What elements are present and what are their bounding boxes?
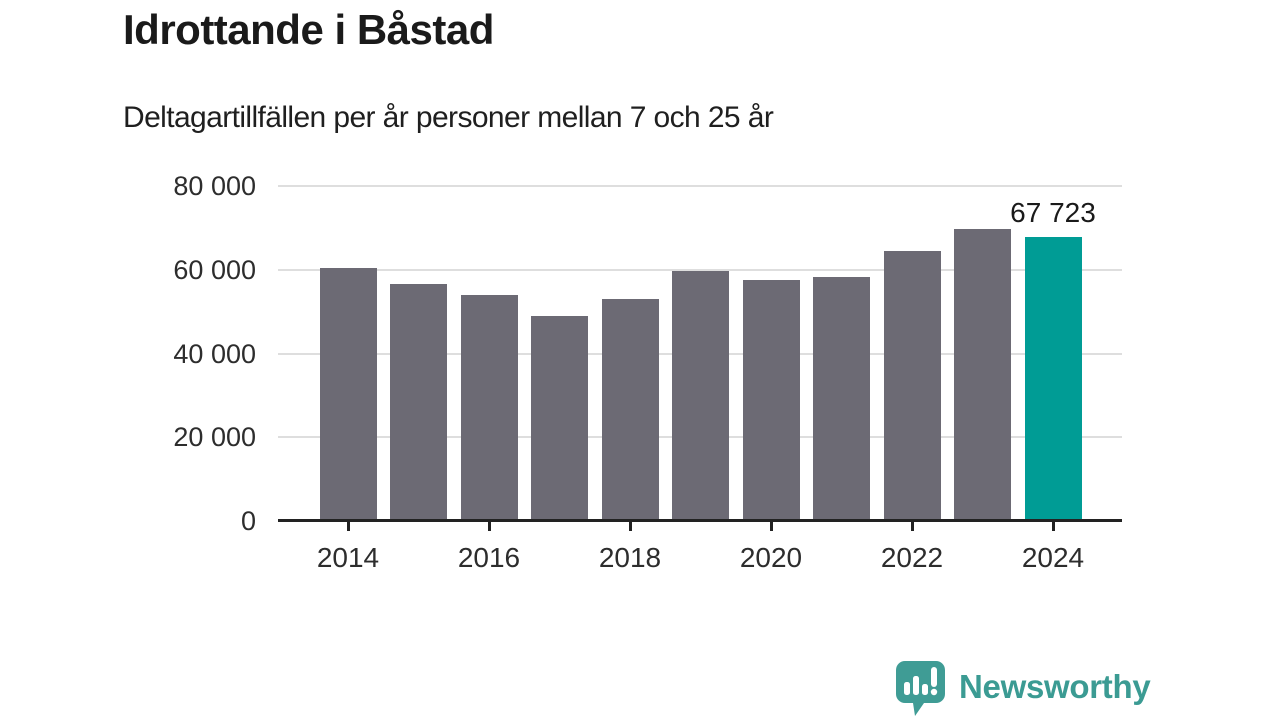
x-axis-tick-label: 2020: [739, 542, 803, 573]
bar: [460, 294, 518, 521]
chart-title: Idrottande i Båstad: [123, 6, 494, 53]
bar: [813, 276, 870, 521]
y-axis-tick-label: 60 000: [173, 254, 256, 285]
y-axis-tick-label: 20 000: [173, 422, 256, 453]
x-axis-tick: [1051, 522, 1055, 531]
newsworthy-brand-name: Newsworthy: [959, 668, 1151, 705]
bar-value-label: 67 723: [1010, 197, 1096, 229]
y-gridline: [278, 268, 1122, 271]
x-axis-tick-label: 2016: [457, 542, 521, 573]
x-axis-tick-label: 2022: [880, 542, 944, 573]
x-axis-tick: [769, 522, 773, 531]
newsworthy-logo: Newsworthy: [895, 660, 1151, 718]
y-axis-tick-label: 80 000: [173, 171, 256, 201]
bar: [954, 229, 1011, 521]
bar: [319, 268, 377, 521]
x-axis-tick-label: 2018: [598, 542, 662, 573]
bar: [742, 280, 800, 521]
bar: [531, 315, 588, 521]
x-axis-tick-label: 2024: [1021, 542, 1085, 573]
bar-highlighted: [1024, 237, 1082, 521]
bar: [883, 250, 941, 521]
bar: [601, 299, 659, 521]
y-gridline: [278, 185, 1122, 187]
y-axis-tick-label: 40 000: [173, 338, 256, 369]
chart-subtitle: Deltagartillfällen per år personer mella…: [123, 101, 774, 134]
x-axis-tick: [487, 522, 491, 531]
bar: [390, 283, 447, 521]
y-axis-tick-label: 0: [240, 506, 256, 536]
newsworthy-speech-bubble-icon: [896, 661, 945, 716]
x-axis-tick-label: 2014: [316, 542, 380, 573]
x-axis-tick: [910, 522, 914, 531]
x-axis-line: [278, 519, 1122, 522]
x-axis-tick: [628, 522, 632, 531]
bar: [672, 271, 729, 521]
x-axis-tick: [346, 522, 350, 531]
